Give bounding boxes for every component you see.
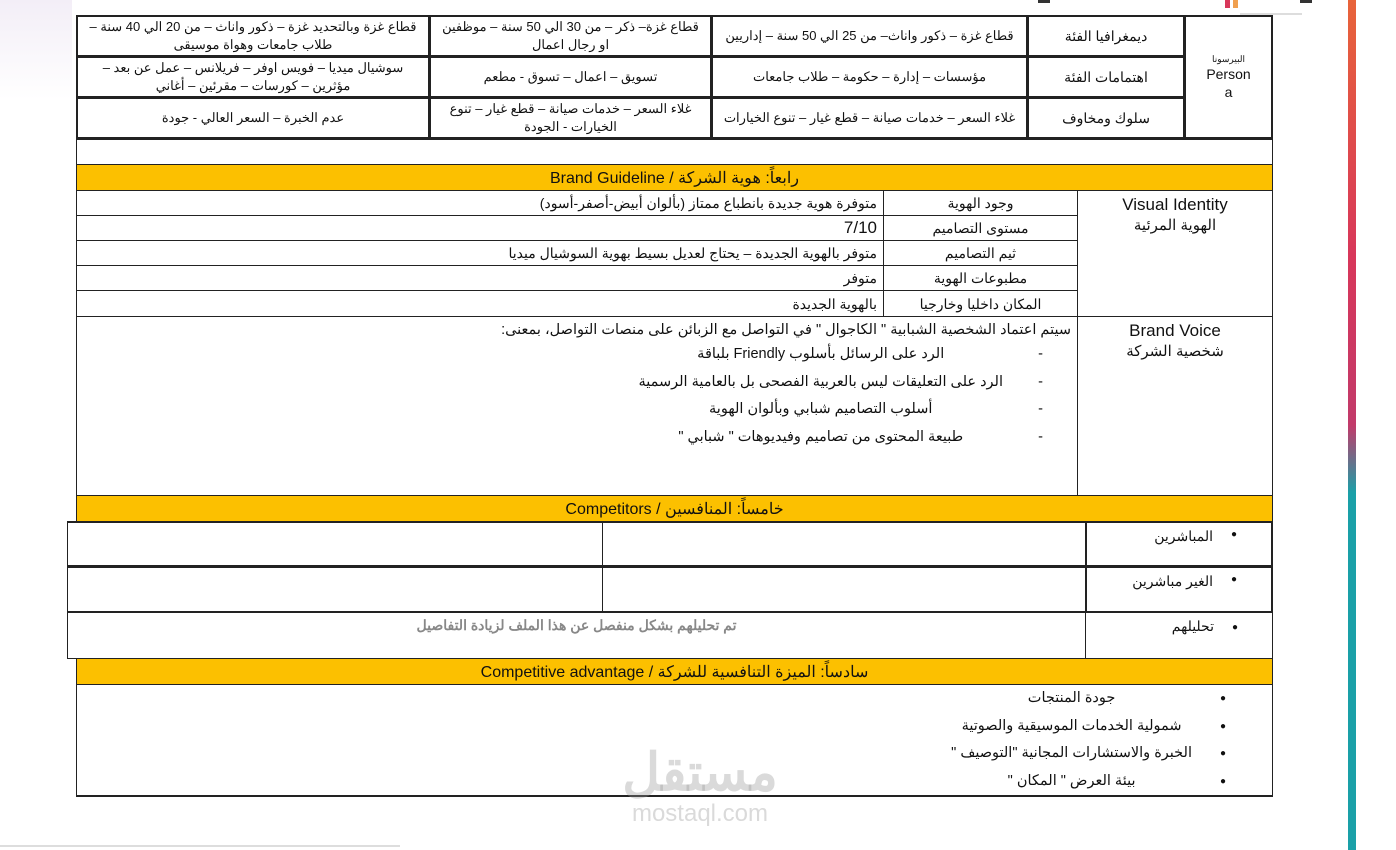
voice-point: أسلوب التصاميم شبابي وبألوان الهوية	[638, 396, 1042, 424]
brand-voice-content: سيتم اعتماد الشخصية الشبابية " الكاجوال …	[76, 316, 1078, 496]
brand-voice-cell: Brand Voice شخصية الشركة	[1077, 316, 1273, 496]
mostaql-watermark: مستقل mostaql.com	[600, 745, 800, 835]
vi-value: متوفرة هوية جديدة بانطباع ممتاز (بألوان …	[76, 190, 884, 216]
visual-identity-ar: الهوية المرئية	[1133, 217, 1217, 234]
persona-title-cell: البيرسونا Persona	[1184, 15, 1273, 139]
advantage-list: جودة المنتجات شمولية الخدمات الموسيقية و…	[951, 685, 1226, 796]
competitor-analysis-note: تم تحليلهم بشكل منفصل عن هذا الملف لزياد…	[67, 612, 1086, 659]
voice-intro: سيتم اعتماد الشخصية الشبابية " الكاجوال …	[501, 322, 1071, 338]
header-logo-fragment	[1233, 0, 1238, 8]
vi-label: ثيم التصاميم	[883, 240, 1078, 266]
persona-cell: تسويق – اعمال – تسوق - مطعم	[429, 56, 712, 98]
competitor-label: الغير مباشرين	[1132, 573, 1213, 589]
advantage-item: جودة المنتجات	[951, 685, 1226, 713]
visual-identity-cell: Visual Identity الهوية المرئية	[1077, 190, 1273, 317]
persona-cell: قطاع غزة– ذكر – من 30 الي 50 سنة – موظفي…	[429, 15, 712, 57]
competitor-cell	[67, 566, 603, 613]
brand-voice-ar: شخصية الشركة	[1126, 343, 1224, 360]
voice-point: الرد على التعليقات ليس بالعربية الفصحى ب…	[638, 369, 1042, 397]
persona-cell: غلاء السعر – خدمات صيانة – قطع غيار – تن…	[429, 97, 712, 139]
advantage-content: جودة المنتجات شمولية الخدمات الموسيقية و…	[76, 684, 1273, 797]
advantage-item: شمولية الخدمات الموسيقية والصوتية	[951, 713, 1226, 741]
persona-label: ديمغرافيا الفئة	[1027, 15, 1185, 57]
bottom-rule	[0, 845, 400, 847]
vi-value: 7/10	[76, 215, 884, 241]
vi-value: متوفر بالهوية الجديدة – يحتاج لعديل بسيط…	[76, 240, 884, 266]
header-logo-fragment	[1038, 0, 1050, 3]
advantage-item: الخبرة والاستشارات المجانية "التوصيف "	[951, 740, 1226, 768]
competitor-label: تحليلهم	[1171, 618, 1214, 634]
persona-label: سلوك ومخاوف	[1027, 97, 1185, 139]
persona-label: اهتمامات الفئة	[1027, 56, 1185, 98]
header-logo-fragment	[1300, 0, 1312, 3]
analysis-note-text: تم تحليلهم بشكل منفصل عن هذا الملف لزياد…	[416, 617, 737, 633]
brand-guideline-header: رابعاً: هوية الشركة / Brand Guideline	[76, 164, 1273, 191]
header-rule	[1240, 13, 1302, 15]
persona-cell: قطاع غزة – ذكور واناث– من 25 الي 50 سنة …	[711, 15, 1028, 57]
competitor-label-indirect: ● الغير مباشرين	[1085, 566, 1273, 613]
top-left-faded-shape	[0, 0, 72, 100]
watermark-domain: mostaql.com	[631, 800, 769, 827]
persona-cell: قطاع غزة وبالتحديد غزة – ذكور واناث – من…	[76, 15, 430, 57]
advantage-item: بيئة العرض " المكان "	[951, 768, 1226, 796]
competitor-cell	[602, 566, 1086, 613]
competitor-label-analysis: ● تحليلهم	[1085, 612, 1273, 659]
competitor-label: المباشرين	[1154, 528, 1213, 544]
side-gradient-bar	[1348, 0, 1356, 850]
vi-label: مطبوعات الهوية	[883, 265, 1078, 291]
persona-cell: مؤسسات – إدارة – حكومة – طلاب جامعات	[711, 56, 1028, 98]
persona-cell: غلاء السعر – خدمات صيانة – قطع غيار – تن…	[711, 97, 1028, 139]
vi-value: بالهوية الجديدة	[76, 290, 884, 317]
watermark-logo: مستقل	[622, 744, 778, 802]
voice-point: طبيعة المحتوى من تصاميم وفيديوهات " شباب…	[638, 424, 1042, 452]
competitor-cell	[602, 521, 1086, 567]
competitor-label-direct: ● المباشرين	[1085, 521, 1273, 567]
competitor-cell	[67, 521, 603, 567]
visual-identity-en: Visual Identity	[1122, 195, 1228, 214]
advantage-header: سادساً: الميزة التنافسية للشركة / Compet…	[76, 658, 1273, 685]
vi-label: المكان داخليا وخارجيا	[883, 290, 1078, 317]
bullet-icon: ●	[1230, 574, 1237, 585]
competitors-header: خامساً: المنافسين / Competitors	[76, 495, 1273, 522]
bullet-icon: ●	[1230, 529, 1237, 540]
persona-cell: عدم الخبرة – السعر العالي - جودة	[76, 97, 430, 139]
brand-voice-en: Brand Voice	[1129, 321, 1221, 340]
persona-cell: سوشيال ميديا – فويس اوفر – فريلانس – عمل…	[76, 56, 430, 98]
vi-label: وجود الهوية	[883, 190, 1078, 216]
vi-label: مستوى التصاميم	[883, 215, 1078, 241]
vi-value: متوفر	[76, 265, 884, 291]
voice-points-list: الرد على الرسائل بأسلوب Friendly بلباقة …	[638, 341, 1042, 452]
voice-point: الرد على الرسائل بأسلوب Friendly بلباقة	[638, 341, 1042, 369]
header-logo-fragment	[1225, 0, 1230, 8]
bullet-icon: ●	[1231, 622, 1238, 633]
empty-spacer-row	[76, 138, 1273, 165]
persona-title-ar: البيرسونا	[1211, 54, 1246, 64]
persona-title-en: Persona	[1206, 66, 1251, 100]
